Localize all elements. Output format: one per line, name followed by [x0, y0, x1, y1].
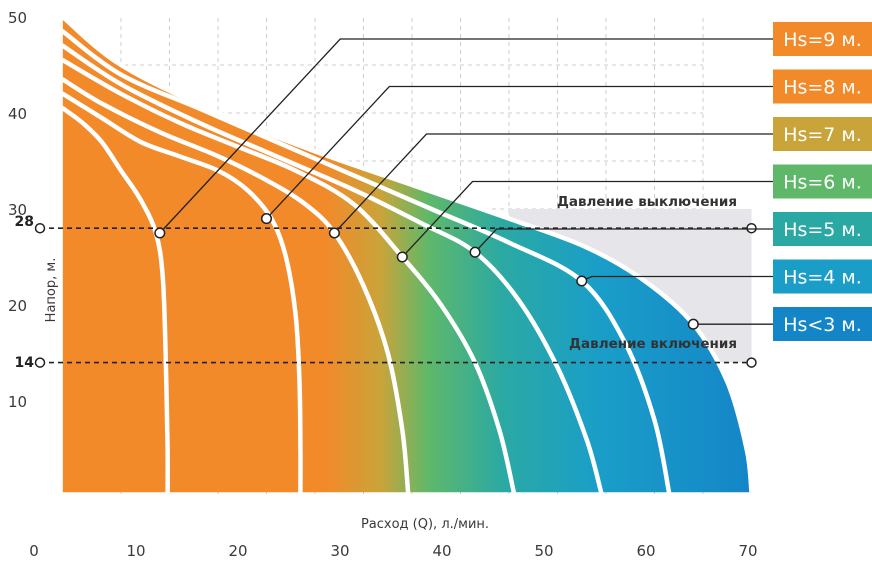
- curve-line: [60, 43, 604, 495]
- pressure-line-end-marker: [746, 222, 757, 234]
- shutoff-pressure-label: Давление выключения: [557, 194, 737, 210]
- curve-line: [60, 105, 170, 495]
- leader-line: [159, 38, 773, 234]
- x-tick-label: 0: [29, 542, 39, 560]
- x-tick-label: 10: [126, 542, 145, 560]
- curve-marker: [260, 213, 273, 225]
- y-tick-labels: 10 20 30 40 50: [8, 9, 27, 411]
- leader-line: [401, 180, 773, 258]
- x-axis-label: Расход (Q), л./мин.: [361, 517, 489, 532]
- legend-swatch: [773, 212, 872, 246]
- curve-marker: [328, 227, 340, 239]
- x-tick-label: 30: [330, 542, 349, 560]
- hline-label-14: 14: [15, 355, 35, 371]
- curve-marker: [469, 246, 481, 258]
- curve-line: [60, 77, 411, 495]
- curves-group: [60, 15, 754, 495]
- y-tick-label: 40: [8, 105, 27, 123]
- x-tick-label: 20: [228, 542, 247, 560]
- curve-line: [61, 15, 754, 493]
- legend-swatch: [773, 69, 872, 104]
- leader-lines: [159, 38, 773, 325]
- x-tick-label: 50: [534, 542, 553, 560]
- legend-swatch: [773, 117, 872, 151]
- x-tick-label: 70: [738, 542, 757, 560]
- x-tick-labels: 0 10 20 30 40 50 60 70: [29, 542, 757, 560]
- curve-marker: [396, 251, 408, 263]
- legend-swatch: [773, 164, 872, 199]
- curve-marker: [576, 275, 588, 287]
- curve-line: [60, 29, 672, 495]
- legend-label: Hs=4 м.: [783, 267, 862, 289]
- y-axis-label: Напор, м.: [44, 258, 59, 323]
- legend-label: Hs=7 м.: [783, 124, 862, 146]
- cutin-pressure-label: Давление включения: [569, 336, 737, 352]
- pressure-line-start-marker: [34, 357, 46, 368]
- legend-swatch: [773, 259, 872, 294]
- x-tick-label: 60: [636, 542, 655, 560]
- legend-label: Hs=8 м.: [783, 77, 862, 99]
- y-tick-label: 50: [8, 9, 27, 27]
- leader-line: [266, 85, 773, 220]
- leader-line: [474, 228, 773, 253]
- y-tick-label: 20: [8, 297, 27, 315]
- leader-line: [333, 133, 773, 234]
- y-tick-label: 10: [8, 393, 27, 411]
- legend-label: Hs=9 м.: [783, 29, 862, 51]
- legend-swatch: [773, 307, 872, 341]
- pressure-line-start-marker: [34, 222, 46, 234]
- curve-line: [60, 57, 517, 495]
- legend-label: Hs<3 м.: [783, 314, 862, 336]
- legend-swatch: [773, 22, 872, 56]
- y-tick-label: 30: [8, 201, 27, 219]
- pressure-line-end-marker: [746, 357, 757, 368]
- legend: Hs=9 м. Hs=8 м. Hs=7 м. Hs=6 м. Hs=5 м. Hs=4 …: [773, 22, 872, 341]
- curve-markers: [154, 213, 699, 330]
- legend-label: Hs=5 м.: [783, 219, 862, 241]
- x-tick-label: 40: [432, 542, 451, 560]
- curve-marker: [687, 318, 699, 330]
- curve-marker: [154, 227, 166, 239]
- legend-label: Hs=6 м.: [783, 172, 862, 194]
- hline-label-28: 28: [15, 214, 34, 230]
- curve-line: [60, 91, 303, 495]
